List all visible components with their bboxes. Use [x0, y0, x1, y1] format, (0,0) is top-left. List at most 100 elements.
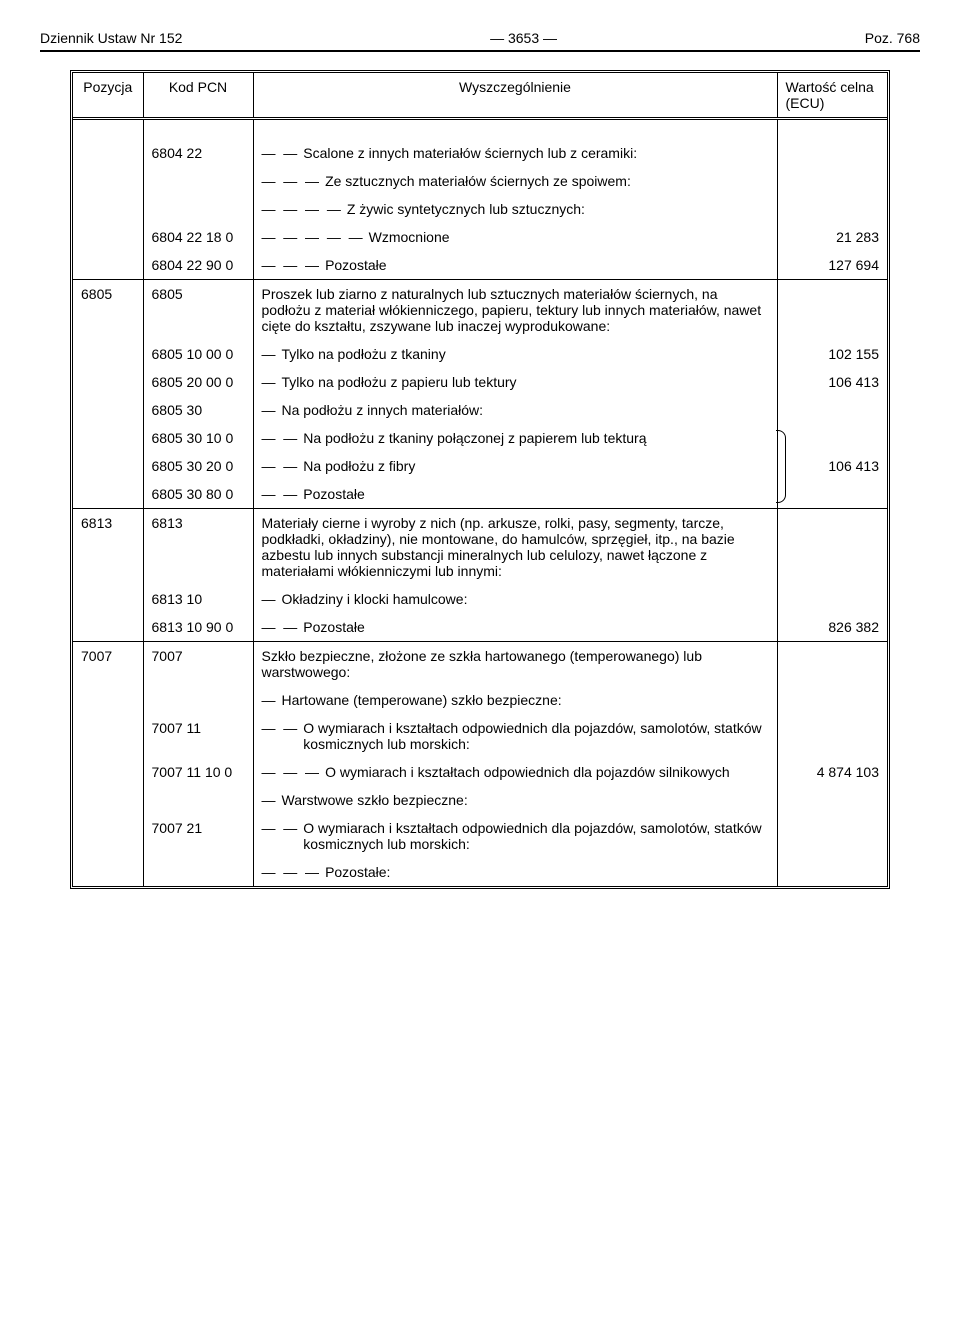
cell-value: 4 874 103 [777, 758, 887, 786]
table-row: —Warstwowe szkło bezpieczne: [73, 786, 887, 814]
table-row: 7007 11 10 0— — —O wymiarach i kształtac… [73, 758, 887, 786]
cell-pozycja: 6805 [73, 279, 143, 340]
description-text: Materiały cierne i wyroby z nich (np. ar… [262, 515, 769, 579]
table-row: — — —Ze sztucznych materiałów ściernych … [73, 167, 887, 195]
cell-value: 102 155 [777, 340, 887, 368]
dash-indent: — — [262, 430, 304, 446]
cell-description: —Hartowane (temperowane) szkło bezpieczn… [253, 686, 777, 714]
cell-kod-pcn: 6804 22 18 0 [143, 223, 253, 251]
description-text: O wymiarach i kształtach odpowiednich dl… [303, 820, 768, 852]
description-text: O wymiarach i kształtach odpowiednich dl… [325, 764, 768, 780]
cell-kod-pcn: 6805 20 00 0 [143, 368, 253, 396]
description-text: Pozostałe: [325, 864, 768, 880]
cell-pozycja [73, 613, 143, 642]
cell-value [777, 858, 887, 886]
cell-value [777, 508, 887, 585]
dash-indent: — — [262, 458, 304, 474]
header-right: Poz. 768 [865, 30, 920, 46]
description-text: Tylko na podłożu z tkaniny [282, 346, 769, 362]
cell-pozycja [73, 223, 143, 251]
cell-kod-pcn: 6805 30 20 0 [143, 452, 253, 480]
cell-description: Materiały cierne i wyroby z nich (np. ar… [253, 508, 777, 585]
cell-kod-pcn: 7007 21 [143, 814, 253, 858]
description-text: Okładziny i klocki hamulcowe: [282, 591, 769, 607]
cell-pozycja [73, 340, 143, 368]
cell-value [777, 480, 887, 509]
col-kod-pcn: Kod PCN [143, 73, 253, 119]
dash-indent: — — [262, 486, 304, 502]
dash-indent: — [262, 402, 282, 418]
description-text: Pozostałe [325, 257, 768, 273]
table-row: 6805 30 10 0— —Na podłożu z tkaniny połą… [73, 424, 887, 452]
cell-pozycja [73, 858, 143, 886]
table-row: — — — —Z żywic syntetycznych lub sztuczn… [73, 195, 887, 223]
cell-pozycja [73, 452, 143, 480]
cell-kod-pcn: 6805 10 00 0 [143, 340, 253, 368]
table-row: 7007 21— —O wymiarach i kształtach odpow… [73, 814, 887, 858]
cell-description: — — —Pozostałe: [253, 858, 777, 886]
cell-pozycja [73, 786, 143, 814]
cell-description: — —Na podłożu z fibry [253, 452, 777, 480]
description-text: Proszek lub ziarno z naturalnych lub szt… [262, 286, 769, 334]
cell-value [777, 786, 887, 814]
cell-pozycja [73, 195, 143, 223]
table-row: 6805 30 —Na podłożu z innych materiałów: [73, 396, 887, 424]
dash-indent: — [262, 591, 282, 607]
table-row: 6805 20 00 0—Tylko na podłożu z papieru … [73, 368, 887, 396]
cell-kod-pcn: 7007 11 10 0 [143, 758, 253, 786]
description-text: Pozostałe [303, 619, 768, 635]
page-header: Dziennik Ustaw Nr 152 — 3653 — Poz. 768 [40, 30, 920, 52]
cell-description: —Warstwowe szkło bezpieczne: [253, 786, 777, 814]
table-row: — — —Pozostałe: [73, 858, 887, 886]
cell-pozycja [73, 585, 143, 613]
cell-pozycja [73, 368, 143, 396]
description-text: Wzmocnione [369, 229, 769, 245]
cell-value [777, 279, 887, 340]
col-wartosc: Wartość celna (ECU) [777, 73, 887, 119]
cell-kod-pcn [143, 786, 253, 814]
cell-pozycja [73, 686, 143, 714]
table-row: 70077007Szkło bezpieczne, złożone ze szk… [73, 641, 887, 686]
header-left: Dziennik Ustaw Nr 152 [40, 30, 182, 46]
cell-description: — — —O wymiarach i kształtach odpowiedni… [253, 758, 777, 786]
cell-description: — —Na podłożu z tkaniny połączonej z pap… [253, 424, 777, 452]
cell-description: — — —Pozostałe [253, 251, 777, 280]
cell-kod-pcn: 6804 22 90 0 [143, 251, 253, 280]
tariff-table: Pozycja Kod PCN Wyszczególnienie Wartość… [73, 73, 887, 886]
cell-value [777, 585, 887, 613]
description-text: Szkło bezpieczne, złożone ze szkła harto… [262, 648, 769, 680]
cell-value [777, 424, 887, 452]
cell-pozycja [73, 251, 143, 280]
description-text: Warstwowe szkło bezpieczne: [282, 792, 769, 808]
table-row: 6805 10 00 0—Tylko na podłożu z tkaniny1… [73, 340, 887, 368]
cell-value: 106 413 [777, 452, 887, 480]
cell-kod-pcn: 6813 10 [143, 585, 253, 613]
cell-description: — —Pozostałe [253, 613, 777, 642]
description-text: Na podłożu z innych materiałów: [282, 402, 769, 418]
cell-description: Proszek lub ziarno z naturalnych lub szt… [253, 279, 777, 340]
cell-description: — — — —Z żywic syntetycznych lub sztuczn… [253, 195, 777, 223]
table-row: 6804 22 90 0— — —Pozostałe127 694 [73, 251, 887, 280]
cell-kod-pcn: 6805 30 80 0 [143, 480, 253, 509]
cell-kod-pcn: 6804 22 [143, 139, 253, 167]
table-row [73, 119, 887, 139]
cell-kod-pcn [143, 195, 253, 223]
cell-description: — —O wymiarach i kształtach odpowiednich… [253, 714, 777, 758]
table-row: 6805 30 80 0— —Pozostałe [73, 480, 887, 509]
table-row: 6813 10 —Okładziny i klocki hamulcowe: [73, 585, 887, 613]
cell-kod-pcn: 6805 30 10 0 [143, 424, 253, 452]
cell-kod-pcn: 6805 30 [143, 396, 253, 424]
cell-description: —Tylko na podłożu z papieru lub tektury [253, 368, 777, 396]
table-row: —Hartowane (temperowane) szkło bezpieczn… [73, 686, 887, 714]
dash-indent: — — — — — [262, 229, 369, 245]
cell-pozycja [73, 167, 143, 195]
table-row: 6813 10 90 0— —Pozostałe826 382 [73, 613, 887, 642]
dash-indent: — — [262, 145, 304, 161]
cell-kod-pcn: 6813 10 90 0 [143, 613, 253, 642]
cell-value: 826 382 [777, 613, 887, 642]
dash-indent: — [262, 792, 282, 808]
col-pozycja: Pozycja [73, 73, 143, 119]
cell-pozycja [73, 714, 143, 758]
table-row: 7007 11— —O wymiarach i kształtach odpow… [73, 714, 887, 758]
table-header-row: Pozycja Kod PCN Wyszczególnienie Wartość… [73, 73, 887, 119]
